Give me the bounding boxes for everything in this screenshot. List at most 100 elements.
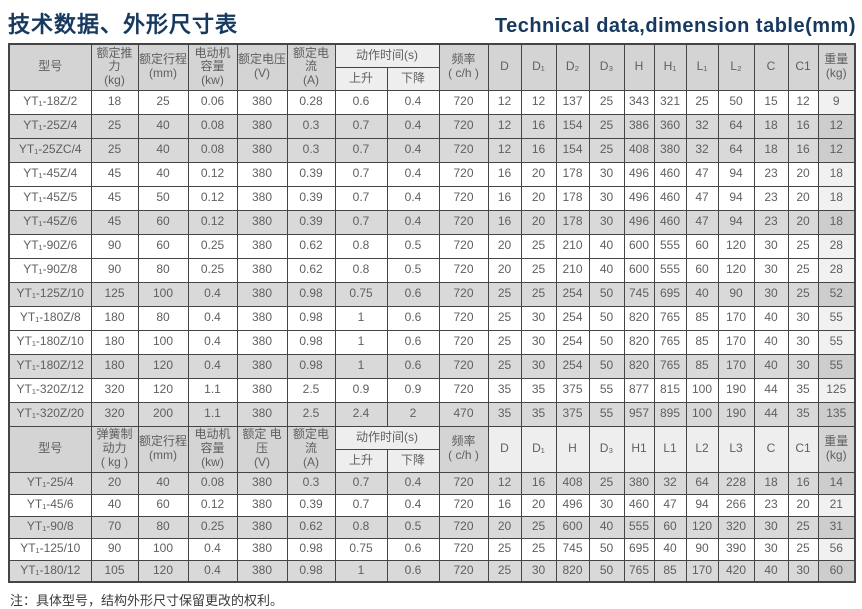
value-cell: 380	[236, 353, 288, 379]
value-cell: 0.4	[386, 185, 440, 211]
value-cell: 1.1	[187, 377, 238, 403]
value-cell: 30	[787, 329, 819, 355]
technical-data-table: 型号 额定推力 (kg) 额定行程 (mm) 电动机 容量 (kw) 额定电压 …	[8, 43, 856, 583]
value-cell: 35	[787, 377, 819, 403]
value-cell: 321	[653, 89, 687, 115]
value-cell: 720	[438, 559, 489, 583]
table-row: YT₁-25ZC/4 25 40 0.08 380 0.3 0.7 0.4 720 12 16 154…	[8, 137, 856, 163]
table-row: YT₁-125/10 90 100 0.4 380 0.98 0.75 0.6 720 25 25 7…	[8, 537, 856, 561]
table-row: YT₁-320Z/12 320 120 1.1 380 2.5 0.9 0.9 720 35 35 3…	[8, 377, 856, 403]
value-cell: 720	[438, 353, 489, 379]
col-header-action-time: 动作时间(s)	[334, 425, 440, 450]
value-cell: 25	[487, 559, 522, 583]
value-cell: 720	[438, 305, 489, 331]
table-row: YT₁-45Z/4 45 40 0.12 380 0.39 0.7 0.4 720 16 20 178…	[8, 161, 856, 187]
value-cell: 720	[438, 471, 489, 495]
footnote: 注：具体型号，结构外形尺寸保留更改的权利。	[10, 593, 284, 608]
table-row: YT₁-18Z/2 18 25 0.06 380 0.28 0.6 0.4 720 12 12 137…	[8, 89, 856, 115]
col-header-dim: D	[487, 43, 522, 91]
value-cell: 815	[653, 377, 687, 403]
table-row: YT₁-180/12 105 120 0.4 380 0.98 1 0.6 720 25 30 820…	[8, 559, 856, 583]
header-row: 型号 额定推力 (kg) 额定行程 (mm) 电动机 容量 (kw) 额定电压 …	[8, 43, 856, 91]
value-cell: 0.9	[334, 377, 388, 403]
value-cell: 0.62	[286, 233, 336, 259]
col-header-descend: 下降	[386, 448, 440, 473]
value-cell: 64	[685, 471, 719, 495]
value-cell: 25	[520, 515, 557, 539]
value-cell: 380	[236, 137, 288, 163]
model-cell: YT₁-180Z/8	[8, 305, 92, 331]
value-cell: 50	[137, 185, 189, 211]
value-cell: 100	[137, 329, 189, 355]
value-cell: 35	[520, 377, 557, 403]
value-cell: 120	[685, 515, 719, 539]
value-cell: 25	[90, 137, 139, 163]
value-cell: 16	[787, 137, 819, 163]
value-cell: 30	[520, 353, 557, 379]
value-cell: 0.7	[334, 113, 388, 139]
table-row: YT₁-125Z/10 125 100 0.4 380 0.98 0.75 0.6 720 25 2…	[8, 281, 856, 307]
table-row: YT₁-180Z/8 180 80 0.4 380 0.98 1 0.6 720 25 30 254 5…	[8, 305, 856, 331]
value-cell: 0.62	[286, 257, 336, 283]
value-cell: 0.8	[334, 233, 388, 259]
value-cell: 0.6	[386, 559, 440, 583]
value-cell: 0.4	[386, 209, 440, 235]
value-cell: 0.6	[386, 537, 440, 561]
value-cell: 380	[236, 113, 288, 139]
value-cell: 12	[487, 113, 522, 139]
value-cell: 178	[555, 161, 590, 187]
col-header-rated-current: 额定电流 (A)	[286, 425, 336, 473]
col-header-dim: D	[487, 425, 522, 473]
value-cell: 125	[817, 377, 856, 403]
value-cell: 0.12	[187, 209, 238, 235]
value-cell: 0.06	[187, 89, 238, 115]
value-cell: 25	[520, 233, 557, 259]
value-cell: 25	[588, 89, 625, 115]
value-cell: 0.12	[187, 185, 238, 211]
value-cell: 60	[137, 233, 189, 259]
value-cell: 2.5	[286, 377, 336, 403]
value-cell: 30	[753, 281, 789, 307]
value-cell: 720	[438, 137, 489, 163]
table-row: YT₁-90Z/6 90 60 0.25 380 0.62 0.8 0.5 720 20 25 210…	[8, 233, 856, 259]
value-cell: 0.6	[386, 281, 440, 307]
value-cell: 380	[236, 329, 288, 355]
value-cell: 50	[588, 559, 625, 583]
value-cell: 137	[555, 89, 590, 115]
value-cell: 2.4	[334, 401, 388, 427]
value-cell: 25	[487, 305, 522, 331]
value-cell: 0.7	[334, 209, 388, 235]
value-cell: 957	[623, 401, 655, 427]
col-header-spring-brake-force: 弹簧制 动力 ( kg )	[90, 425, 139, 473]
value-cell: 80	[137, 305, 189, 331]
col-header-dim: L₁	[685, 43, 719, 91]
value-cell: 380	[236, 305, 288, 331]
value-cell: 25	[685, 89, 719, 115]
col-header-rated-current: 额定电流 (A)	[286, 43, 336, 91]
value-cell: 50	[717, 89, 755, 115]
value-cell: 120	[717, 257, 755, 283]
value-cell: 0.4	[187, 329, 238, 355]
value-cell: 2.5	[286, 401, 336, 427]
value-cell: 20	[520, 161, 557, 187]
value-cell: 470	[438, 401, 489, 427]
value-cell: 0.6	[334, 89, 388, 115]
value-cell: 30	[588, 185, 625, 211]
col-header-dim: H	[623, 43, 655, 91]
value-cell: 380	[623, 471, 655, 495]
value-cell: 90	[685, 537, 719, 561]
value-cell: 0.08	[187, 471, 238, 495]
value-cell: 12	[787, 89, 819, 115]
col-header-rated-stroke: 额定行程 (mm)	[137, 43, 189, 91]
value-cell: 40	[753, 305, 789, 331]
table-row: YT₁-45Z/5 45 50 0.12 380 0.39 0.7 0.4 720 16 20 178…	[8, 185, 856, 211]
value-cell: 28	[817, 233, 856, 259]
value-cell: 20	[520, 209, 557, 235]
value-cell: 50	[588, 537, 625, 561]
value-cell: 0.12	[187, 161, 238, 187]
value-cell: 40	[653, 537, 687, 561]
value-cell: 460	[653, 209, 687, 235]
value-cell: 720	[438, 89, 489, 115]
value-cell: 0.7	[334, 137, 388, 163]
value-cell: 555	[653, 233, 687, 259]
